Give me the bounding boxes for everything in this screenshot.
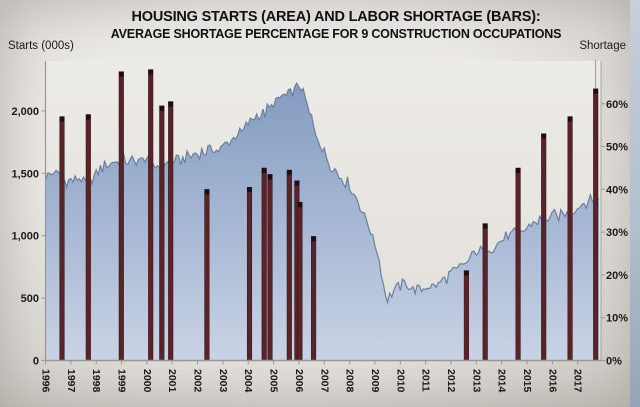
shortage-bar-cap xyxy=(119,71,124,77)
x-axis-year-label: 2010 xyxy=(394,369,406,393)
shortage-bar-cap xyxy=(204,189,210,195)
x-axis-year-label: 2002 xyxy=(192,369,204,393)
x-axis-year-label: 2008 xyxy=(344,369,356,393)
x-axis-year-label: 2004 xyxy=(242,369,254,393)
shortage-bar-cap xyxy=(261,168,267,173)
shortage-bar-cap xyxy=(515,168,521,173)
x-axis-year-label: 1996 xyxy=(40,369,52,393)
shortage-bar xyxy=(463,270,469,361)
left-axis-tick-label: 0 xyxy=(33,356,39,368)
shortage-bar-cap xyxy=(311,236,316,242)
shortage-bar xyxy=(541,133,547,361)
x-axis-year-label: 2003 xyxy=(217,369,229,393)
right-axis-title: Shortage xyxy=(579,40,626,52)
right-axis-tick-label: 10% xyxy=(606,313,628,325)
shortage-bar-cap xyxy=(247,187,252,193)
shortage-bar xyxy=(261,167,267,361)
shortage-bar xyxy=(204,189,210,361)
housing-starts-area xyxy=(45,83,599,361)
shortage-bar-cap xyxy=(294,180,300,186)
shortage-bar xyxy=(267,174,273,361)
shortage-bar-cap xyxy=(464,270,469,276)
shortage-bar xyxy=(85,114,91,361)
shortage-bar-cap xyxy=(267,174,273,180)
shortage-bar xyxy=(59,116,65,361)
left-axis-tick-label: 500 xyxy=(21,293,39,305)
shortage-bar xyxy=(246,186,253,361)
x-axis-year-label: 2013 xyxy=(470,369,482,393)
shortage-bar-cap xyxy=(287,170,292,176)
right-edge-strip xyxy=(630,0,640,407)
x-axis-year-label: 1997 xyxy=(65,369,77,393)
chart-title: HOUSING STARTS (AREA) AND LABOR SHORTAGE… xyxy=(131,9,541,25)
left-axis-tick-label: 1,500 xyxy=(11,168,39,180)
x-axis-year-label: 2012 xyxy=(445,369,457,393)
left-axis-title: Starts (000s) xyxy=(8,40,74,52)
x-axis-year-label: 2007 xyxy=(318,369,330,393)
shortage-bar xyxy=(118,71,124,361)
shortage-bar-cap xyxy=(86,114,91,120)
shortage-bar-cap xyxy=(593,88,598,94)
shortage-bar xyxy=(286,169,292,361)
chart-subtitle: AVERAGE SHORTAGE PERCENTAGE FOR 9 CONSTR… xyxy=(110,27,562,42)
x-axis-year-label: 2017 xyxy=(572,369,584,393)
shortage-bar-cap xyxy=(59,116,65,122)
shortage-bar xyxy=(159,105,165,361)
shortage-bar xyxy=(168,101,174,361)
right-axis-tick-label: 60% xyxy=(606,99,628,111)
right-axis-tick-label: 0% xyxy=(606,356,622,368)
x-axis-year-label: 2001 xyxy=(166,369,178,393)
shortage-bar xyxy=(567,116,573,361)
shortage-bar xyxy=(482,223,488,361)
left-axis-tick-label: 1,000 xyxy=(11,231,39,243)
chart-title-block: HOUSING STARTS (AREA) AND LABOR SHORTAGE… xyxy=(36,8,636,42)
shortage-bar-cap xyxy=(148,69,153,75)
shortage-bar-cap xyxy=(297,202,303,208)
shortage-bar-cap xyxy=(168,101,173,107)
x-axis-year-label: 2015 xyxy=(521,369,533,393)
x-axis-year-label: 2000 xyxy=(141,369,153,393)
shortage-bar xyxy=(311,236,317,361)
x-axis-year-label: 2016 xyxy=(546,369,558,393)
right-axis-tick-label: 30% xyxy=(606,227,628,239)
housing-starts-area-outline xyxy=(44,81,600,305)
right-axis-tick-label: 50% xyxy=(606,142,628,154)
right-axis-tick-label: 20% xyxy=(606,270,628,282)
shortage-bar-cap xyxy=(482,223,488,229)
left-axis-tick-label: 2,000 xyxy=(11,106,39,118)
shortage-bar xyxy=(148,69,154,361)
shortage-bar-cap xyxy=(541,133,546,139)
x-axis-year-label: 2005 xyxy=(268,369,280,393)
x-axis-year-label: 1998 xyxy=(90,369,102,393)
shortage-bar xyxy=(515,167,521,361)
x-axis-year-label: 1999 xyxy=(116,369,128,393)
shortage-bar-cap xyxy=(159,105,165,111)
right-axis-tick-label: 40% xyxy=(606,184,628,196)
shortage-bar-cap xyxy=(567,116,573,122)
x-axis-year-label: 2006 xyxy=(293,369,305,393)
x-axis-year-label: 2011 xyxy=(420,369,432,392)
shortage-bar xyxy=(593,88,599,361)
shortage-bar xyxy=(297,201,303,361)
x-axis-year-label: 2009 xyxy=(369,369,381,393)
x-axis-year-label: 2014 xyxy=(496,369,508,393)
